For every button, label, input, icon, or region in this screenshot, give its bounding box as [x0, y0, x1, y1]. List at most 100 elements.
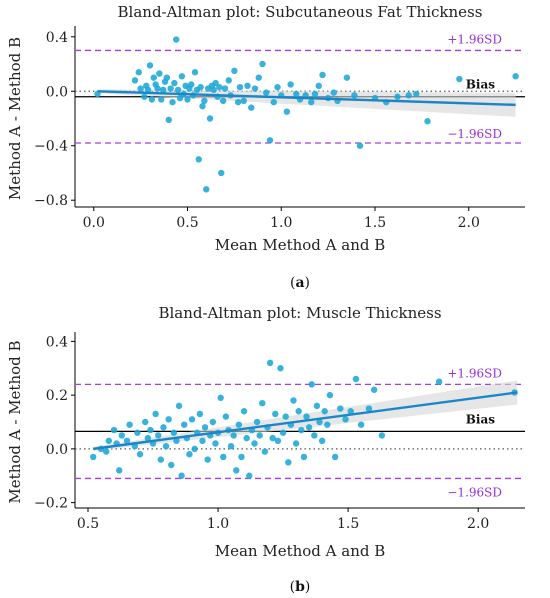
- data-point: [144, 86, 152, 94]
- data-point: [235, 421, 243, 428]
- data-point: [240, 408, 248, 415]
- data-point: [238, 453, 245, 461]
- data-point: [357, 421, 365, 428]
- chart-panel-a: Bland-Altman plot: Subcutaneous Fat Thic…: [6, 3, 525, 291]
- data-point: [248, 104, 255, 111]
- data-point: [456, 75, 463, 83]
- x-tick-label: 1.5: [337, 516, 359, 532]
- data-point: [331, 453, 339, 461]
- data-point: [270, 98, 277, 106]
- data-point: [144, 434, 152, 442]
- data-point: [199, 437, 206, 445]
- panel-label-open: (: [290, 275, 295, 291]
- data-point: [188, 81, 195, 88]
- data-point: [123, 437, 131, 445]
- data-point: [227, 442, 235, 450]
- data-point: [136, 451, 144, 458]
- data-point: [259, 60, 266, 68]
- data-point: [283, 108, 291, 115]
- data-point: [178, 472, 185, 479]
- data-point: [351, 92, 358, 99]
- data-point: [142, 418, 149, 426]
- y-tick-label: −0.8: [34, 193, 68, 209]
- data-point: [321, 408, 328, 415]
- data-point: [191, 445, 198, 453]
- data-point: [292, 440, 300, 447]
- data-point: [512, 73, 519, 80]
- data-point: [160, 424, 167, 431]
- x-tick-label: 0.5: [77, 516, 99, 532]
- data-point: [148, 96, 156, 103]
- data-point: [352, 375, 360, 383]
- data-point: [152, 410, 159, 418]
- data-point: [165, 416, 172, 423]
- panel-label-close: ): [305, 275, 310, 291]
- data-point: [141, 93, 148, 100]
- data-point: [220, 453, 227, 461]
- data-point: [266, 359, 274, 367]
- data-point: [308, 98, 315, 106]
- data-point: [171, 79, 178, 87]
- data-point: [225, 77, 232, 84]
- data-point: [287, 81, 294, 88]
- data-point: [217, 394, 224, 402]
- data-point: [424, 118, 431, 125]
- data-point: [405, 92, 412, 99]
- data-point: [274, 83, 281, 91]
- data-point: [316, 418, 323, 426]
- data-point: [308, 381, 315, 388]
- data-point: [256, 432, 263, 439]
- data-point: [135, 69, 142, 76]
- data-point: [240, 97, 247, 105]
- data-point: [105, 437, 113, 445]
- data-point: [156, 70, 163, 77]
- data-point: [293, 90, 300, 98]
- data-point: [279, 429, 287, 436]
- data-point: [175, 402, 183, 410]
- y-tick-label: 0.2: [46, 388, 68, 404]
- chart-panel-b: Bland-Altman plot: Muscle Thickness −0.2 0…: [6, 304, 525, 595]
- x-tick-label: 1.0: [270, 215, 292, 231]
- data-point: [191, 69, 199, 76]
- x-tick-label: 2.0: [467, 516, 489, 532]
- lower-limit-label: −1.96SD: [447, 485, 502, 499]
- data-point: [244, 82, 251, 90]
- data-point: [319, 71, 326, 79]
- x-axis-title: Mean Method A and B: [215, 542, 386, 560]
- data-point: [103, 448, 110, 455]
- data-point: [203, 186, 210, 193]
- data-point: [435, 378, 443, 385]
- x-tick-label: 0.0: [83, 215, 105, 231]
- data-point: [170, 429, 178, 436]
- data-point: [163, 74, 171, 81]
- y-tick-label: 0.0: [46, 84, 68, 100]
- data-point: [199, 103, 206, 110]
- y-tick-label: 0.4: [46, 334, 68, 350]
- data-point: [186, 451, 193, 458]
- panel-label-open: (: [290, 579, 295, 595]
- panel-label-close: ): [305, 579, 310, 595]
- data-point: [300, 453, 308, 461]
- data-point: [378, 432, 386, 439]
- data-point: [146, 62, 154, 69]
- data-point: [212, 79, 219, 87]
- data-point: [282, 413, 289, 420]
- data-point: [204, 456, 211, 463]
- data-point: [255, 74, 262, 81]
- data-point: [243, 434, 250, 442]
- x-axis-title: Mean Method A and B: [215, 236, 386, 254]
- data-point: [413, 90, 420, 98]
- x-tick-label: 2.0: [458, 215, 480, 231]
- data-point: [298, 426, 305, 434]
- data-point: [295, 408, 302, 415]
- panel-label: (b): [290, 579, 311, 595]
- data-point: [274, 437, 282, 445]
- data-point: [116, 467, 123, 474]
- data-point: [266, 137, 274, 144]
- data-point: [251, 440, 258, 447]
- data-point: [356, 142, 364, 149]
- y-tick-label: −0.2: [34, 496, 68, 512]
- data-point: [159, 86, 167, 94]
- panel-label: (a): [290, 275, 310, 291]
